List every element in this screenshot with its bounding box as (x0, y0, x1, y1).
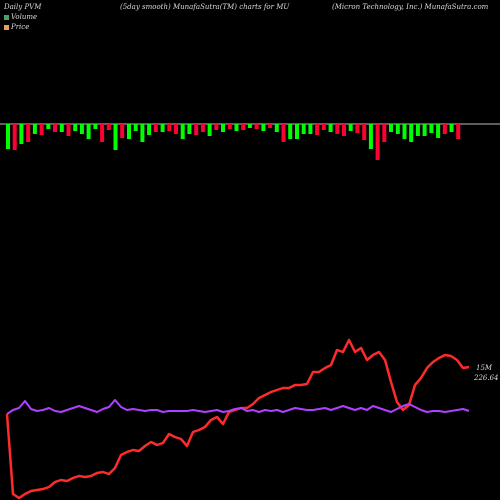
volume-bar (395, 124, 400, 134)
volume-bar (180, 124, 185, 139)
volume-bar (79, 124, 84, 134)
volume-bar (120, 124, 125, 138)
volume-bar (6, 124, 10, 149)
volume-bar (133, 124, 138, 131)
volume-bar (429, 124, 434, 133)
volume-bar (194, 124, 199, 135)
volume-bar (106, 124, 111, 130)
legend-volume-swatch (4, 14, 9, 20)
volume-bar (335, 124, 340, 134)
volume-bar (274, 124, 279, 132)
volume-bar (375, 124, 380, 160)
volume-bar (315, 124, 320, 135)
volume-bar (39, 124, 44, 135)
volume-bar (328, 124, 333, 132)
volume-bar (382, 124, 387, 142)
volume-bar (241, 124, 246, 130)
chart-period-label: Daily PVM (4, 3, 42, 11)
volume-bar (321, 124, 326, 130)
volume-bar (59, 124, 64, 132)
volume-bar (207, 124, 212, 136)
chart-title: (5day smooth) MunafaSutra(TM) charts for… (120, 3, 290, 11)
volume-bar (214, 124, 219, 130)
volume-end-label: 15M (476, 364, 493, 372)
volume-line (6, 399, 470, 415)
volume-bar (368, 124, 373, 149)
volume-bar (442, 124, 447, 134)
volume-bar (73, 124, 78, 131)
volume-bar (32, 124, 37, 134)
volume-bar (167, 124, 172, 131)
volume-bar (127, 124, 131, 139)
volume-bar (46, 124, 51, 129)
volume-bar (66, 124, 71, 136)
volume-bar (402, 124, 407, 139)
volume-bar (100, 124, 105, 142)
volume-bar (348, 124, 353, 131)
price-line (5, 338, 470, 500)
volume-bar (26, 124, 31, 142)
volume-bar (174, 124, 178, 134)
volume-bar (449, 124, 454, 132)
volume-bar (187, 124, 192, 134)
volume-bar (93, 124, 98, 129)
volume-bar (147, 124, 152, 135)
volume-bar (301, 124, 306, 134)
price-end-label: 226.64 (474, 374, 499, 382)
volume-bar (153, 124, 158, 132)
volume-bar (227, 124, 232, 129)
volume-bar (261, 124, 266, 131)
volume-bar (53, 124, 57, 132)
volume-bar (288, 124, 293, 139)
volume-bar (200, 124, 205, 132)
volume-bar (422, 124, 427, 136)
volume-bar (221, 124, 225, 132)
volume-bar (140, 124, 145, 142)
volume-bar (436, 124, 441, 138)
volume-bar (254, 124, 259, 129)
legend-volume: Volume (4, 13, 37, 22)
legend-price-swatch (4, 24, 9, 30)
volume-bar (308, 124, 313, 134)
volume-bar (295, 124, 299, 139)
volume-bars (6, 124, 461, 160)
volume-bar (247, 124, 252, 128)
volume-bar (456, 124, 461, 139)
volume-bar (389, 124, 393, 132)
volume-bar (268, 124, 273, 128)
volume-bar (342, 124, 346, 136)
volume-bar (86, 124, 91, 139)
volume-bar (19, 124, 24, 144)
volume-bar (234, 124, 239, 131)
volume-bar (362, 124, 367, 140)
volume-bar (355, 124, 360, 133)
volume-bar (160, 124, 165, 132)
legend-volume-label: Volume (11, 13, 38, 21)
volume-bar (409, 124, 414, 142)
legend-price: Price (4, 23, 29, 32)
legend-price-label: Price (11, 23, 30, 31)
volume-bar (281, 124, 286, 142)
volume-bar (12, 124, 17, 150)
volume-bar (113, 124, 118, 150)
volume-bar (415, 124, 420, 136)
chart-source-label: (Micron Technology, Inc.) MunafaSutra.co… (332, 3, 489, 11)
